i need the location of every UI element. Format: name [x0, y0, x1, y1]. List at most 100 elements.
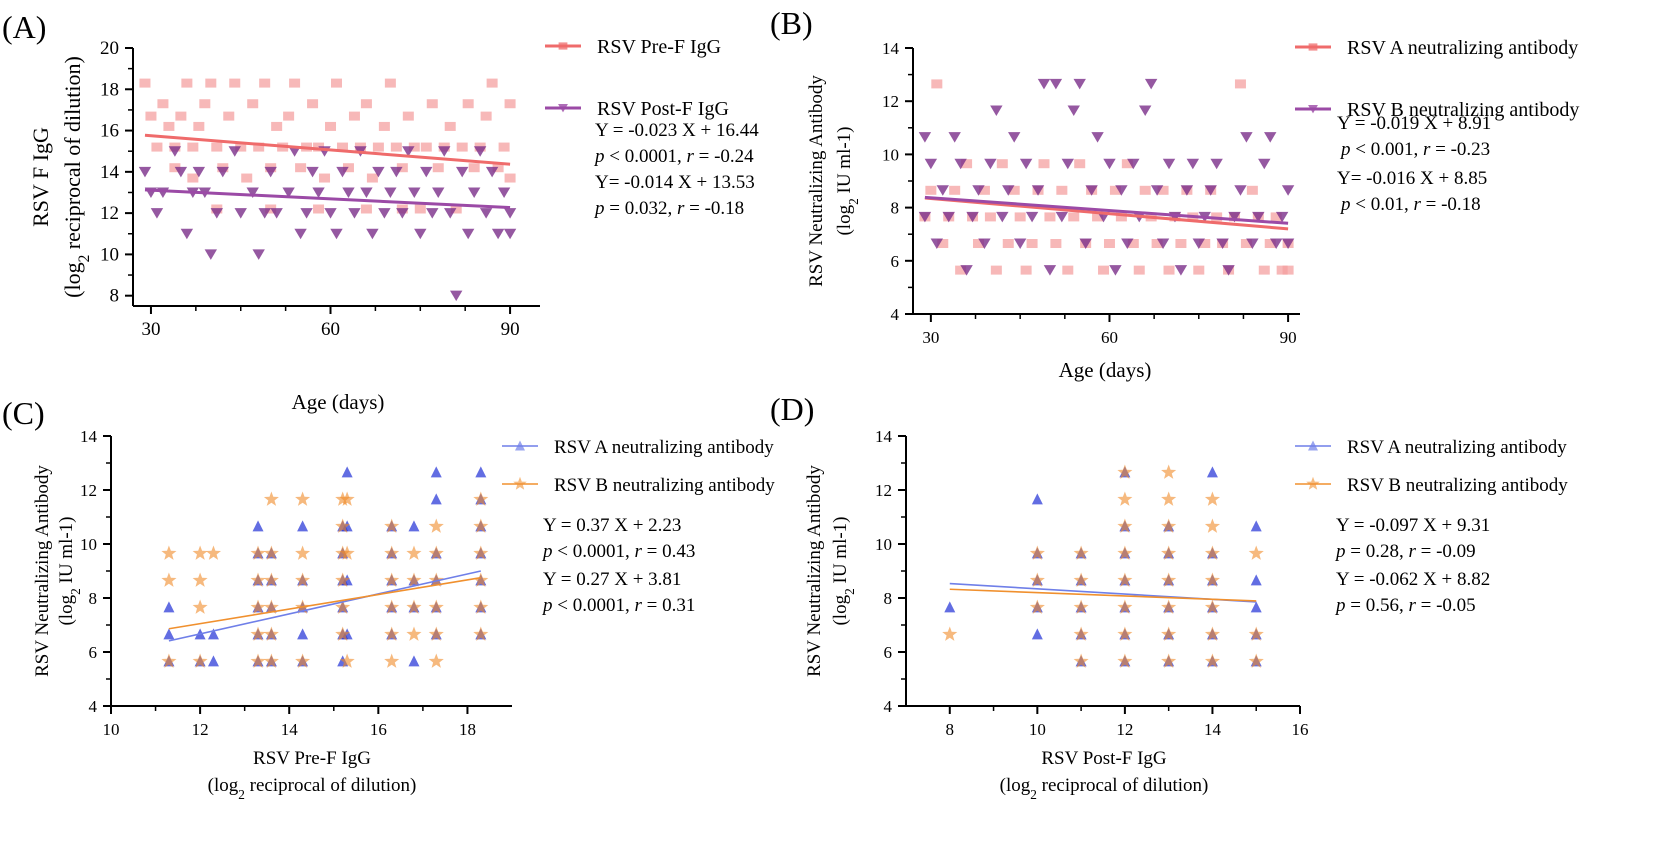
data-point [1139, 185, 1151, 195]
data-point [1161, 491, 1177, 506]
y-tick-label: 12 [100, 203, 119, 224]
data-point [428, 626, 444, 641]
data-point [1264, 132, 1277, 143]
data-point [936, 185, 949, 196]
data-point [1282, 265, 1294, 275]
data-point [161, 653, 177, 668]
y-tick-label: 14 [875, 427, 893, 446]
data-point [1029, 572, 1045, 587]
data-point [157, 99, 169, 109]
data-point [1204, 545, 1220, 560]
data-point [372, 166, 385, 178]
data-point [1067, 105, 1080, 117]
data-point [335, 572, 351, 587]
data-point [1204, 626, 1220, 641]
data-point [1008, 132, 1021, 143]
data-point [1204, 572, 1220, 587]
legend-label: RSV A neutralizing antibody [554, 437, 774, 458]
data-point [384, 545, 400, 560]
data-point [428, 653, 444, 668]
data-point [1029, 545, 1045, 560]
data-point [455, 166, 469, 178]
data-point [402, 146, 415, 157]
x-tick-label: 90 [501, 319, 520, 340]
y-tick-label: 14 [882, 39, 900, 58]
data-point [1193, 265, 1205, 275]
panel-label: (D) [770, 391, 814, 427]
data-point [960, 265, 973, 276]
data-point [1210, 158, 1223, 170]
legend-marker [1308, 440, 1318, 451]
data-point [169, 163, 181, 173]
data-point [1199, 239, 1211, 249]
y-tick-label: 4 [89, 697, 98, 716]
legend-marker [1308, 105, 1318, 114]
data-point [1115, 185, 1128, 196]
data-point [468, 163, 480, 173]
data-point [330, 228, 343, 240]
data-point [420, 166, 433, 178]
data-point [348, 208, 361, 219]
data-point [336, 142, 348, 152]
data-point [263, 653, 279, 668]
x-axis-title: RSV Post-F IgG [1041, 748, 1167, 769]
y-tick-label: 6 [891, 252, 900, 271]
data-point [473, 518, 489, 533]
data-point [406, 572, 422, 587]
regression-line [949, 588, 1257, 602]
data-point [1055, 211, 1069, 223]
y-axis-title: RSV Neutralizing Antibody [32, 465, 53, 677]
data-point [978, 185, 990, 195]
data-point [1240, 239, 1252, 249]
data-point [372, 142, 384, 152]
y-tick-label: 14 [80, 427, 98, 446]
data-point [1073, 572, 1089, 587]
data-point [1117, 653, 1133, 668]
data-point [1056, 185, 1068, 195]
data-point [1103, 158, 1116, 170]
data-point [428, 545, 444, 560]
data-point [1121, 238, 1134, 250]
data-point [192, 572, 208, 587]
data-point [335, 626, 351, 641]
data-point [325, 121, 337, 131]
y-tick-label: 12 [882, 92, 899, 111]
x-tick-label: 18 [459, 720, 476, 739]
data-point [1222, 265, 1235, 276]
data-point [384, 518, 400, 533]
y-axis-subtitle: (log2 reciprocal of dilution) [60, 56, 93, 298]
x-tick-label: 14 [1204, 720, 1222, 739]
data-point [324, 208, 337, 219]
data-point [1250, 520, 1262, 532]
data-point [1127, 239, 1139, 249]
data-point [1157, 185, 1169, 195]
data-point [1162, 158, 1176, 170]
regression-stats: p = 0.56, r = -0.05 [1334, 595, 1476, 616]
data-point [187, 173, 199, 183]
data-point [461, 228, 475, 240]
data-point [1049, 78, 1063, 90]
data-point [384, 599, 400, 614]
data-point [263, 626, 279, 641]
data-point [444, 121, 456, 131]
data-point [246, 187, 259, 198]
data-point [954, 158, 967, 170]
x-axis-title: Age (days) [1059, 358, 1152, 382]
y-tick-label: 12 [80, 481, 97, 500]
y-axis-subtitle: (log2 IU ml-1) [834, 126, 861, 235]
data-point [1264, 239, 1276, 249]
data-point [300, 208, 313, 219]
data-point [473, 626, 489, 641]
data-point [406, 599, 422, 614]
data-point [925, 185, 937, 195]
data-point [1050, 239, 1062, 249]
data-point [211, 142, 223, 152]
data-point [1216, 238, 1229, 250]
data-point [360, 204, 372, 214]
legend-marker [558, 104, 568, 113]
data-point [263, 491, 279, 506]
data-point [1163, 265, 1175, 275]
regression-stats: p < 0.0001, r = 0.43 [541, 541, 695, 562]
regression-equation: Y= -0.016 X + 8.85 [1337, 168, 1487, 189]
data-point [1019, 158, 1033, 170]
